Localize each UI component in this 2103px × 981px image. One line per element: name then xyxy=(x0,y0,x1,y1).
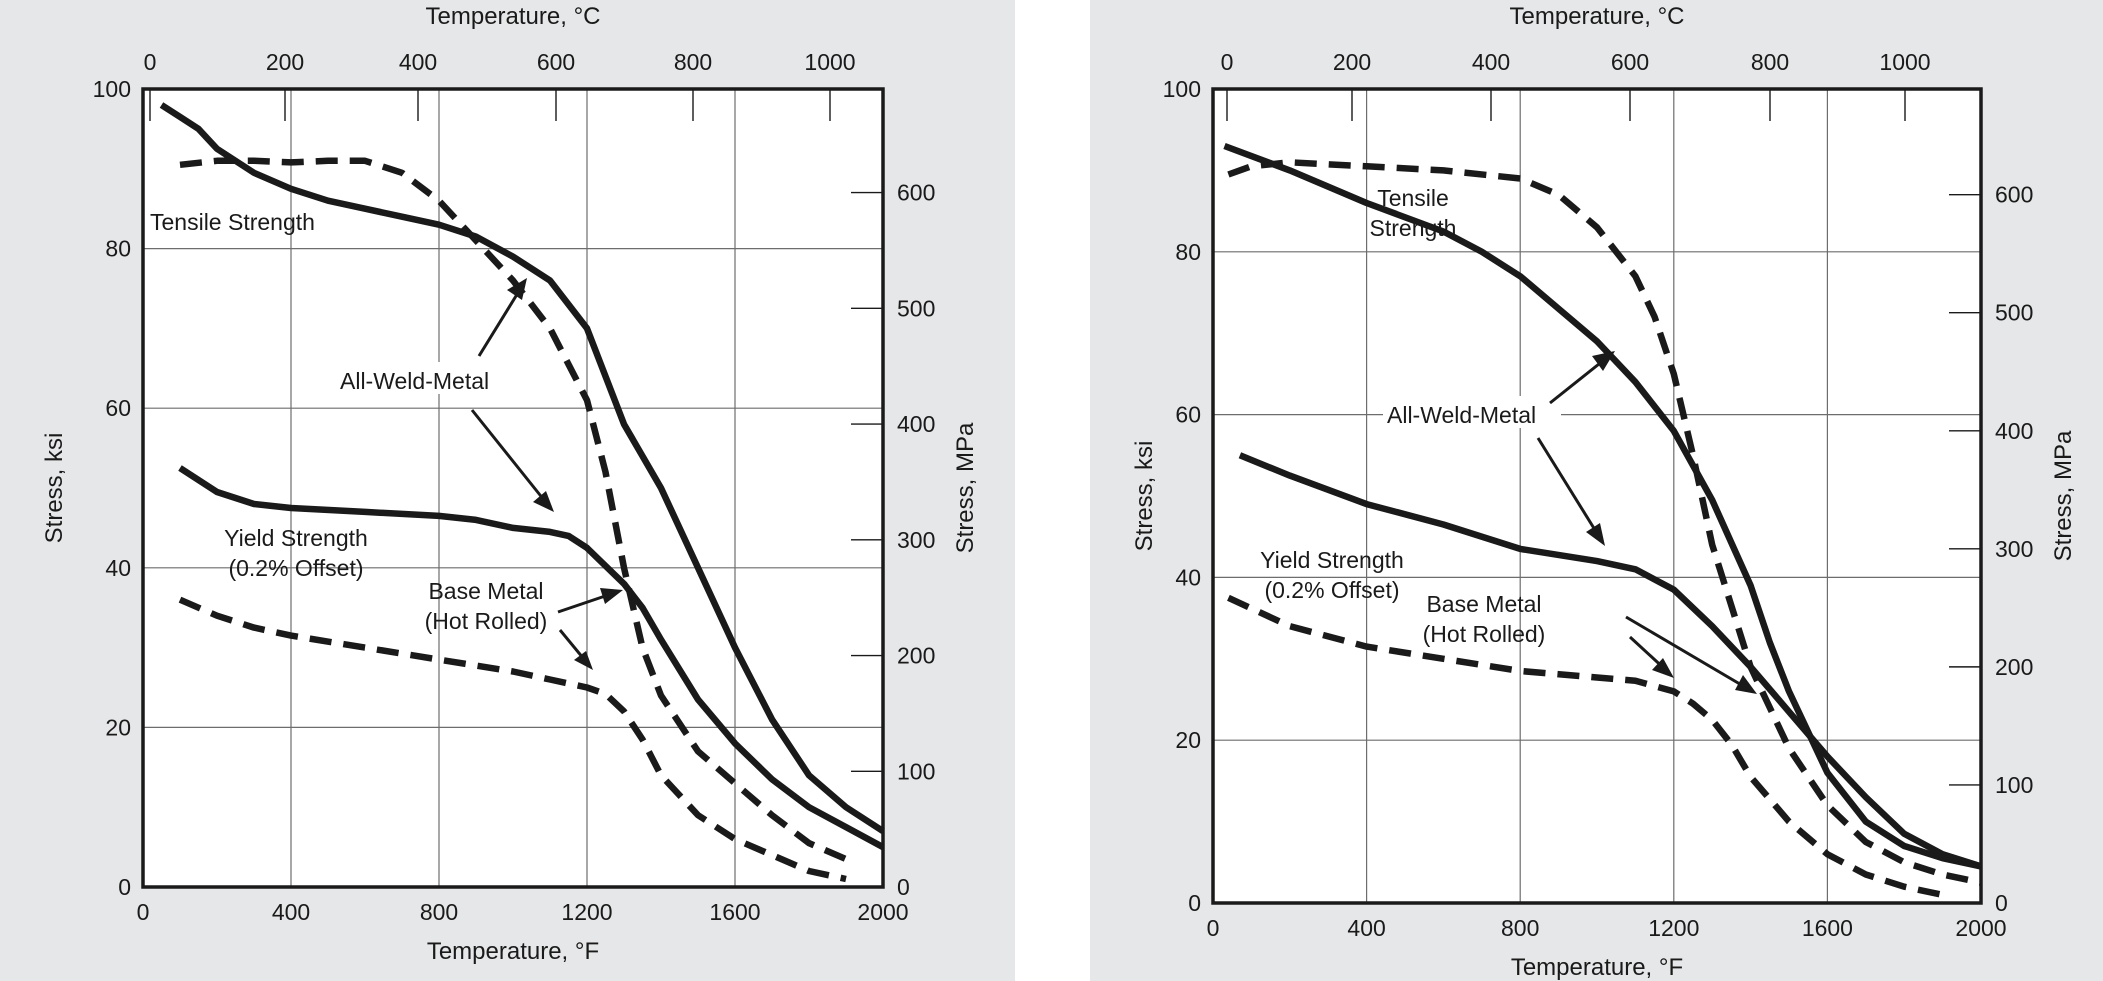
x-top-tick-label-200: 200 xyxy=(266,49,304,75)
x-axis-title-bottom: Temperature, °F xyxy=(1511,954,1683,981)
y-tick-label-100: 100 xyxy=(93,76,131,102)
x-top-tick-label-0: 0 xyxy=(1221,49,1234,75)
y-axis-title-left: Stress, ksi xyxy=(41,433,68,544)
label-all-weld-metal: All-Weld-Metal xyxy=(1387,402,1536,428)
y-right-tick-label-100: 100 xyxy=(897,758,935,784)
y-right-tick-label-400: 400 xyxy=(897,411,935,437)
x-top-tick-label-1000: 1000 xyxy=(1879,49,1930,75)
plot-area xyxy=(143,89,883,887)
x-tick-label-1600: 1600 xyxy=(1802,915,1853,941)
x-tick-label-2000: 2000 xyxy=(1955,915,2006,941)
series-line-1 xyxy=(1227,159,1982,886)
arrow-base-tensile xyxy=(557,588,623,614)
y-tick-label-60: 60 xyxy=(105,395,131,421)
label-tensile: Tensile xyxy=(1377,185,1449,211)
x-top-tick-label-1000: 1000 xyxy=(804,49,855,75)
x-tick-label-800: 800 xyxy=(420,899,458,925)
series-line-2 xyxy=(1238,452,1982,870)
y-right-tick-label-300: 300 xyxy=(897,527,935,553)
label-tensile-strength: Tensile Strength xyxy=(150,209,315,235)
y-right-tick-label-0: 0 xyxy=(1995,890,2008,916)
y-right-tick-label-500: 500 xyxy=(1995,300,2033,326)
chart-panel-right: 0 400 800 1200 1600 2000 0 20 40 60 80 100 0 100 200 30… xyxy=(1090,0,2103,981)
y-right-tick-label-200: 200 xyxy=(1995,654,2033,680)
x-axis-title-bottom: Temperature, °F xyxy=(427,938,599,965)
x-tick-label-2000: 2000 xyxy=(857,899,908,925)
x-tick-label-400: 400 xyxy=(272,899,310,925)
x-top-tick-label-200: 200 xyxy=(1333,49,1371,75)
x-tick-label-800: 800 xyxy=(1501,915,1539,941)
y-right-tick-label-100: 100 xyxy=(1995,772,2033,798)
chart-panel-left: 0 400 800 1200 1600 2000 0 20 40 60 80 100 0 100 200 30… xyxy=(0,0,1015,981)
y-right-tick-label-200: 200 xyxy=(897,643,935,669)
label-hot-rolled: (Hot Rolled) xyxy=(1423,621,1546,647)
y-tick-label-40: 40 xyxy=(105,555,131,581)
x-tick-label-0: 0 xyxy=(1207,915,1220,941)
label-base-metal: Base Metal xyxy=(428,578,543,604)
y-axis-title-left: Stress, ksi xyxy=(1131,441,1158,552)
y-tick-label-80: 80 xyxy=(105,236,131,262)
x-top-tick-label-0: 0 xyxy=(144,49,157,75)
x-axis-title-top: Temperature, °C xyxy=(1510,3,1685,30)
arrow-base-tensile xyxy=(1625,615,1757,694)
arrow-weld-tensile xyxy=(477,278,527,357)
y-axis-title-right: Stress, MPa xyxy=(2050,430,2077,561)
plot-frame xyxy=(141,87,885,889)
y-tick-label-20: 20 xyxy=(105,714,131,740)
y-tick-label-0: 0 xyxy=(118,874,131,900)
series-line-3 xyxy=(1227,594,1944,899)
y-right-tick-label-500: 500 xyxy=(897,295,935,321)
x-top-tick-label-400: 400 xyxy=(399,49,437,75)
arrow-weld-tensile xyxy=(1549,351,1615,405)
label-yield-offset: (0.2% Offset) xyxy=(228,555,363,581)
label-yield-strength: Yield Strength xyxy=(224,525,368,551)
y-right-tick-label-600: 600 xyxy=(1995,182,2033,208)
y-tick-label-100: 100 xyxy=(1163,76,1201,102)
label-hot-rolled: (Hot Rolled) xyxy=(425,608,548,634)
series-line-1 xyxy=(179,157,848,863)
series-line-2 xyxy=(178,465,885,850)
y-tick-label-40: 40 xyxy=(1175,564,1201,590)
x-tick-label-1200: 1200 xyxy=(561,899,612,925)
y-tick-label-0: 0 xyxy=(1188,890,1201,916)
chart-left: 0 400 800 1200 1600 2000020406080100010020030… xyxy=(41,3,979,965)
x-axis-title-top: Temperature, °C xyxy=(426,3,601,30)
y-tick-label-80: 80 xyxy=(1175,239,1201,265)
label-all-weld-metal: All-Weld-Metal xyxy=(340,368,489,394)
arrow-weld-yield xyxy=(1536,437,1605,546)
y-right-tick-label-600: 600 xyxy=(897,180,935,206)
arrow-base-yield xyxy=(558,629,593,670)
label-strength: Strength xyxy=(1370,215,1457,241)
arrow-base-yield xyxy=(1628,635,1674,678)
y-right-tick-label-400: 400 xyxy=(1995,418,2033,444)
x-top-tick-label-800: 800 xyxy=(1751,49,1789,75)
x-top-tick-label-600: 600 xyxy=(537,49,575,75)
label-yield-strength: Yield Strength xyxy=(1260,547,1404,573)
x-tick-label-1200: 1200 xyxy=(1648,915,1699,941)
y-right-tick-label-300: 300 xyxy=(1995,536,2033,562)
y-tick-label-60: 60 xyxy=(1175,402,1201,428)
x-tick-label-1600: 1600 xyxy=(709,899,760,925)
plot-area xyxy=(1213,89,1981,903)
series-line-3 xyxy=(178,596,847,883)
label-yield-offset: (0.2% Offset) xyxy=(1264,577,1399,603)
y-right-tick-label-0: 0 xyxy=(897,874,910,900)
y-axis-title-right: Stress, MPa xyxy=(952,422,979,553)
y-tick-label-20: 20 xyxy=(1175,727,1201,753)
chart-right: 0 400 800 1200 1600 2000020406080100010020030… xyxy=(1131,3,2077,981)
x-top-tick-label-600: 600 xyxy=(1611,49,1649,75)
x-top-tick-label-400: 400 xyxy=(1472,49,1510,75)
label-base-metal: Base Metal xyxy=(1426,591,1541,617)
x-tick-label-0: 0 xyxy=(137,899,150,925)
arrow-weld-yield xyxy=(470,409,554,512)
x-top-tick-label-800: 800 xyxy=(674,49,712,75)
x-tick-label-400: 400 xyxy=(1347,915,1385,941)
plot-frame xyxy=(1211,87,1983,905)
